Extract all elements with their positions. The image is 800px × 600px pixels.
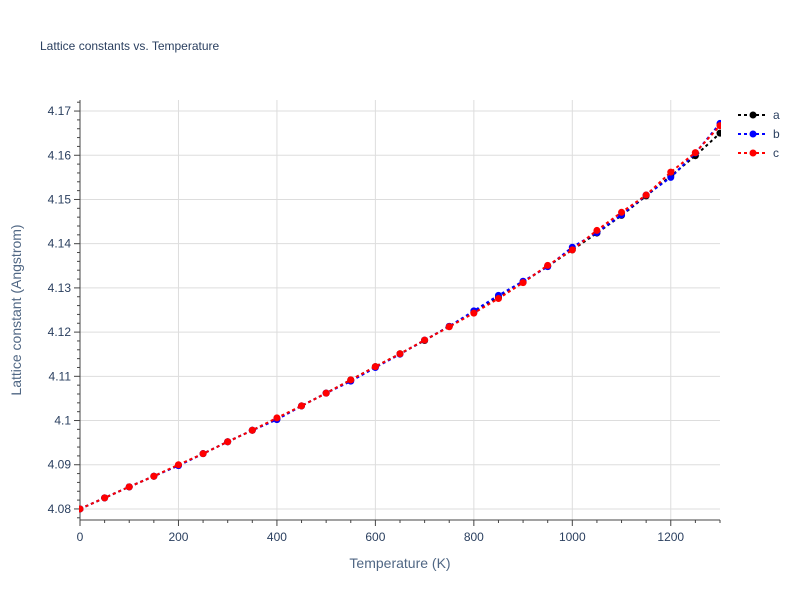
y-tick-label: 4.15 bbox=[48, 192, 72, 206]
data-point-c bbox=[101, 494, 109, 502]
series-group bbox=[79, 119, 721, 513]
plot-area bbox=[79, 119, 721, 513]
data-point-c bbox=[396, 350, 404, 358]
data-point-c bbox=[667, 168, 675, 176]
y-axis-label: Lattice constant (Angstrom) bbox=[8, 224, 24, 395]
legend[interactable]: abc bbox=[738, 108, 780, 160]
data-point-c bbox=[224, 438, 232, 446]
axes: 0 200 400 600 800 1000 1200 4.08 4.09 4.1 4.11 4.12… bbox=[48, 100, 721, 544]
data-point-c bbox=[618, 208, 626, 216]
y-tick-label: 4.11 bbox=[49, 369, 72, 383]
data-point-c bbox=[298, 402, 306, 410]
legend-marker-b bbox=[749, 130, 757, 138]
chart-title: Lattice constants vs. Temperature bbox=[40, 39, 220, 53]
y-tick-label: 4.13 bbox=[48, 281, 72, 295]
data-point-c bbox=[199, 450, 207, 458]
y-tick-label: 4.1 bbox=[54, 414, 71, 428]
legend-item-a[interactable]: a bbox=[738, 108, 780, 122]
data-point-c bbox=[322, 389, 330, 397]
data-point-b bbox=[667, 173, 675, 181]
data-point-c bbox=[716, 122, 721, 130]
data-point-c bbox=[568, 246, 576, 254]
data-point-c bbox=[150, 472, 158, 480]
y-tick-label: 4.14 bbox=[48, 237, 72, 251]
legend-label-b: b bbox=[773, 127, 780, 141]
legend-marker-c bbox=[749, 149, 757, 157]
legend-label-c: c bbox=[773, 146, 779, 160]
data-point-c bbox=[79, 505, 84, 513]
x-tick-label: 800 bbox=[464, 530, 484, 544]
x-tick-label: 600 bbox=[365, 530, 385, 544]
legend-marker-a bbox=[749, 111, 757, 119]
x-tick-label: 200 bbox=[168, 530, 188, 544]
data-point-c bbox=[544, 261, 552, 269]
data-point-c bbox=[642, 191, 650, 199]
data-point-c bbox=[347, 376, 355, 384]
data-point-c bbox=[445, 323, 453, 331]
data-point-c bbox=[470, 309, 478, 317]
y-tick-label: 4.09 bbox=[48, 458, 72, 472]
data-point-c bbox=[421, 336, 429, 344]
data-point-c bbox=[174, 461, 182, 469]
data-point-c bbox=[273, 414, 281, 422]
data-point-c bbox=[125, 483, 133, 491]
data-point-c bbox=[371, 363, 379, 371]
x-tick-label: 1200 bbox=[657, 530, 684, 544]
y-tick-label: 4.08 bbox=[48, 502, 72, 516]
legend-label-a: a bbox=[773, 108, 780, 122]
x-tick-label: 400 bbox=[267, 530, 287, 544]
y-tick-label: 4.12 bbox=[48, 325, 72, 339]
x-tick-label: 1000 bbox=[559, 530, 586, 544]
data-point-c bbox=[593, 226, 601, 234]
data-point-c bbox=[494, 295, 502, 303]
x-axis-label: Temperature (K) bbox=[349, 555, 450, 571]
data-point-c bbox=[248, 426, 256, 434]
data-point-c bbox=[691, 149, 699, 157]
y-tick-label: 4.16 bbox=[48, 148, 72, 162]
legend-item-b[interactable]: b bbox=[738, 127, 780, 141]
y-tick-label: 4.17 bbox=[48, 104, 72, 118]
x-tick-label: 0 bbox=[77, 530, 84, 544]
data-point-a bbox=[716, 129, 721, 137]
data-point-c bbox=[519, 279, 527, 287]
legend-item-c[interactable]: c bbox=[738, 146, 779, 160]
